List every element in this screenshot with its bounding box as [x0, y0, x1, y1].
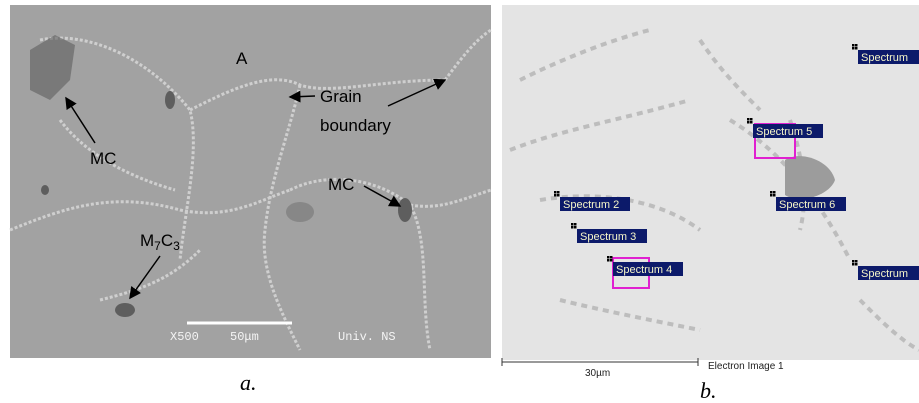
spectrum-label: Spectrum 5	[756, 126, 812, 138]
figure: A Grain boundary MC MC M7C3 X500 50μm Un…	[0, 0, 919, 403]
caption: a.	[240, 370, 257, 395]
marker-pixel	[574, 223, 577, 226]
marker-pixel	[855, 44, 858, 47]
marker-pixel	[770, 191, 773, 194]
annotation: Grain	[320, 87, 362, 106]
marker-pixel	[554, 191, 557, 194]
spectrum-label: Spectrum	[861, 52, 908, 64]
marker-pixel	[855, 260, 858, 263]
marker-pixel	[852, 44, 855, 47]
spectrum-label: Spectrum 6	[779, 199, 835, 211]
marker-pixel	[852, 263, 855, 266]
marker-pixel	[770, 194, 773, 197]
marker-pixel	[571, 226, 574, 229]
marker-pixel	[557, 194, 560, 197]
marker-pixel	[610, 259, 613, 262]
arrow	[290, 96, 315, 97]
marker-pixel	[855, 47, 858, 50]
formula-sub: 3	[173, 239, 180, 253]
scale-label: 50μm	[230, 330, 259, 344]
marker-pixel	[855, 263, 858, 266]
marker-pixel	[747, 121, 750, 124]
annotation: boundary	[320, 116, 391, 135]
annotation: MC	[328, 175, 354, 194]
phase-label: A	[236, 49, 248, 68]
marker-pixel	[747, 118, 750, 121]
magnification: X500	[170, 330, 199, 344]
marker-pixel	[610, 256, 613, 259]
marker-pixel	[574, 226, 577, 229]
marker-pixel	[852, 47, 855, 50]
panel-b: Spectrum Spectrum 5 Spectrum 2 Spectrum 6 Sp…	[502, 5, 919, 403]
marker-pixel	[750, 121, 753, 124]
spectrum-label: Spectrum 3	[580, 231, 636, 243]
marker-pixel	[557, 191, 560, 194]
marker-pixel	[554, 194, 557, 197]
marker-pixel	[607, 256, 610, 259]
marker-pixel	[773, 194, 776, 197]
formula-part: C	[161, 231, 173, 250]
source-label: Univ. NS	[338, 330, 396, 344]
marker-pixel	[852, 260, 855, 263]
spectrum-label: Spectrum 4	[616, 264, 672, 276]
marker-pixel	[571, 223, 574, 226]
caption: b.	[700, 378, 717, 403]
marker-pixel	[750, 118, 753, 121]
micrograph-a	[10, 5, 491, 358]
marker-pixel	[773, 191, 776, 194]
scale-label: 30µm	[585, 368, 610, 379]
marker-pixel	[607, 259, 610, 262]
annotation: MC	[90, 149, 116, 168]
formula-part: M	[140, 231, 154, 250]
image-name: Electron Image 1	[708, 361, 784, 372]
panel-a: A Grain boundary MC MC M7C3 X500 50μm Un…	[10, 5, 491, 395]
spectrum-label: Spectrum 2	[563, 199, 619, 211]
spectrum-label: Spectrum	[861, 268, 908, 280]
